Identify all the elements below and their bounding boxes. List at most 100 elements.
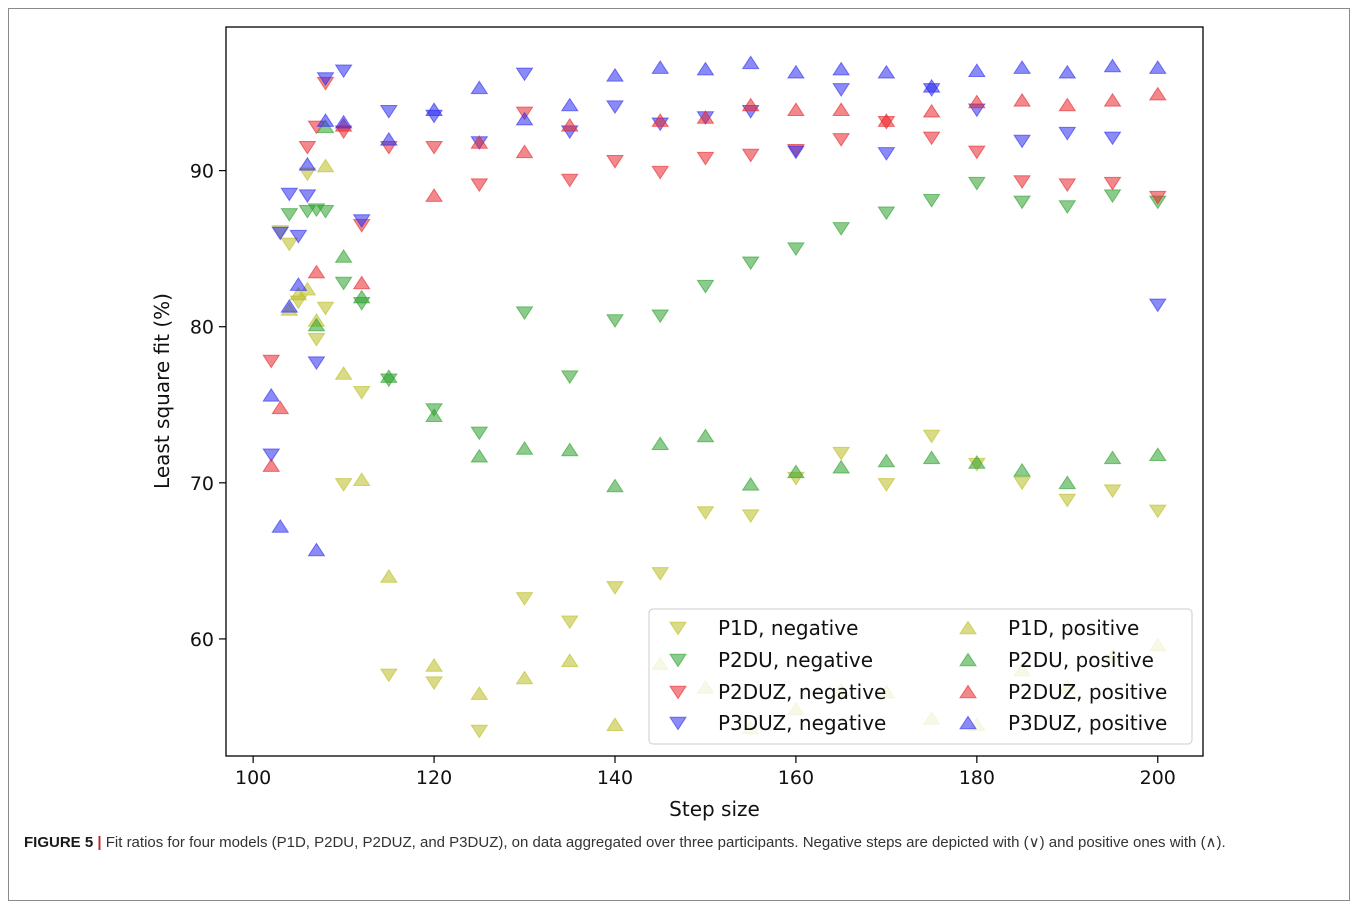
y-tick-label: 70 [190, 473, 214, 495]
data-point [832, 446, 851, 461]
data-point [425, 657, 443, 672]
data-point [967, 455, 986, 469]
data-point [280, 298, 299, 313]
data-point [334, 114, 353, 129]
data-point [1103, 92, 1122, 107]
data-point [696, 279, 715, 294]
data-point [1103, 484, 1122, 499]
data-point [741, 148, 760, 163]
x-axis-title: Step size [669, 797, 760, 821]
data-point [1148, 190, 1167, 205]
data-point [741, 97, 760, 112]
data-point [334, 478, 353, 492]
data-point [651, 165, 670, 180]
data-point [1013, 175, 1031, 190]
data-point [425, 102, 443, 116]
data-point [280, 237, 299, 252]
data-point [379, 105, 398, 119]
data-point [651, 436, 670, 451]
data-point [606, 717, 624, 732]
data-point [877, 64, 896, 79]
data-point [334, 248, 353, 263]
data-point [1148, 298, 1167, 313]
data-point [515, 670, 534, 685]
data-point [696, 61, 715, 76]
data-point [1148, 60, 1167, 74]
data-point [832, 459, 851, 474]
data-point [606, 478, 624, 493]
y-tick-label: 90 [190, 161, 214, 183]
figure-caption: FIGURE 5 | Fit ratios for four models (P… [24, 832, 1324, 853]
data-point [271, 519, 290, 533]
data-point [425, 676, 443, 691]
data-point [696, 428, 715, 443]
data-point [515, 440, 534, 455]
data-point [560, 615, 579, 630]
legend-marker [669, 716, 687, 731]
data-point [1148, 447, 1167, 461]
legend-label: P2DU, negative [718, 648, 873, 672]
data-point [1058, 64, 1077, 79]
data-point [877, 453, 896, 468]
data-point [832, 133, 851, 147]
legend-label: P3DUZ, negative [718, 711, 886, 735]
data-point [379, 569, 398, 583]
legend-marker [959, 652, 977, 667]
x-tick-label: 120 [416, 767, 452, 789]
data-point [262, 448, 281, 463]
data-point [1013, 462, 1031, 477]
data-point [470, 426, 489, 441]
data-point [316, 204, 335, 219]
data-point [289, 277, 308, 291]
data-point [877, 147, 896, 161]
legend-label: P2DUZ, positive [1008, 680, 1167, 704]
data-point [1103, 58, 1122, 73]
data-point [271, 400, 290, 415]
data-point [560, 97, 579, 112]
legend-label: P3DUZ, positive [1008, 711, 1167, 735]
data-point [379, 131, 398, 146]
data-point [922, 194, 941, 208]
data-point [425, 188, 443, 202]
data-point [606, 154, 624, 169]
data-point [316, 301, 335, 316]
legend-box [648, 608, 1193, 745]
data-point [741, 55, 760, 70]
data-point [786, 102, 805, 116]
x-tick-label: 180 [959, 767, 995, 789]
data-point [560, 653, 579, 668]
data-point [1103, 450, 1122, 465]
data-point [298, 156, 317, 171]
x-tick-label: 140 [597, 767, 633, 789]
data-point [1013, 476, 1031, 491]
data-point [741, 256, 760, 271]
data-point [967, 63, 986, 77]
data-point [334, 366, 353, 380]
data-point [786, 64, 805, 79]
data-point [470, 686, 489, 700]
legend-marker [959, 620, 977, 635]
data-point [298, 140, 317, 155]
legend-label: P2DUZ, negative [718, 680, 886, 704]
x-tick-label: 160 [778, 767, 814, 789]
data-point [696, 506, 715, 520]
data-point [307, 356, 326, 371]
data-point [786, 464, 805, 479]
data-point [1103, 131, 1122, 146]
data-point [352, 275, 371, 290]
data-point [352, 214, 371, 229]
data-point [651, 309, 670, 324]
data-point [741, 509, 760, 524]
data-point [560, 117, 579, 132]
legend-label: P1D, positive [1008, 616, 1139, 640]
legend-marker [669, 685, 687, 700]
data-point [606, 314, 624, 328]
data-point [606, 67, 624, 82]
data-point [832, 102, 851, 116]
data-point [425, 408, 443, 422]
data-point [262, 387, 281, 402]
data-point [1058, 97, 1077, 112]
data-point [696, 151, 715, 166]
data-point [967, 176, 986, 191]
data-point [316, 158, 335, 173]
